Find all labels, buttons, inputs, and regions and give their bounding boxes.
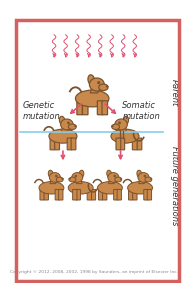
- Text: Parent: Parent: [170, 79, 179, 106]
- Ellipse shape: [69, 177, 76, 182]
- FancyBboxPatch shape: [133, 189, 137, 200]
- Ellipse shape: [68, 124, 76, 130]
- Ellipse shape: [56, 177, 63, 182]
- FancyBboxPatch shape: [71, 138, 76, 150]
- FancyBboxPatch shape: [50, 138, 55, 150]
- Ellipse shape: [137, 170, 142, 178]
- FancyBboxPatch shape: [87, 189, 91, 200]
- FancyBboxPatch shape: [117, 189, 121, 200]
- Ellipse shape: [59, 116, 65, 125]
- Polygon shape: [90, 86, 100, 93]
- FancyBboxPatch shape: [40, 189, 44, 200]
- FancyBboxPatch shape: [114, 189, 118, 200]
- Ellipse shape: [111, 129, 139, 143]
- Ellipse shape: [89, 78, 104, 91]
- Polygon shape: [50, 179, 57, 184]
- FancyBboxPatch shape: [129, 189, 133, 200]
- FancyBboxPatch shape: [98, 189, 103, 200]
- Ellipse shape: [88, 75, 95, 85]
- FancyBboxPatch shape: [120, 138, 125, 150]
- Ellipse shape: [72, 172, 83, 182]
- FancyBboxPatch shape: [132, 138, 137, 150]
- Ellipse shape: [106, 85, 108, 87]
- Ellipse shape: [68, 182, 93, 194]
- Text: Somatic
mutation: Somatic mutation: [122, 101, 160, 121]
- Ellipse shape: [69, 178, 70, 179]
- Ellipse shape: [150, 178, 152, 179]
- FancyBboxPatch shape: [103, 189, 107, 200]
- Circle shape: [55, 175, 57, 177]
- Circle shape: [144, 175, 146, 177]
- Ellipse shape: [115, 119, 127, 130]
- FancyBboxPatch shape: [137, 138, 142, 150]
- Polygon shape: [108, 179, 115, 184]
- FancyBboxPatch shape: [144, 189, 148, 200]
- Text: Copyright © 2012, 2008, 2002, 1998 by Saunders, an imprint of Elsevier Inc.: Copyright © 2012, 2008, 2002, 1998 by Sa…: [10, 270, 178, 274]
- Ellipse shape: [112, 124, 119, 130]
- Ellipse shape: [39, 182, 64, 194]
- Ellipse shape: [128, 182, 153, 194]
- Ellipse shape: [108, 172, 119, 182]
- Text: Genetic
mutation: Genetic mutation: [23, 101, 61, 121]
- Circle shape: [97, 81, 100, 84]
- Ellipse shape: [138, 172, 149, 182]
- Ellipse shape: [98, 182, 122, 194]
- Ellipse shape: [61, 119, 73, 130]
- Ellipse shape: [99, 84, 108, 91]
- Polygon shape: [119, 126, 127, 131]
- Ellipse shape: [145, 177, 152, 182]
- Ellipse shape: [62, 178, 63, 179]
- FancyBboxPatch shape: [73, 189, 77, 200]
- Ellipse shape: [115, 177, 122, 182]
- Ellipse shape: [75, 90, 109, 107]
- FancyBboxPatch shape: [67, 138, 72, 150]
- FancyBboxPatch shape: [91, 189, 96, 200]
- FancyBboxPatch shape: [147, 189, 152, 200]
- Ellipse shape: [74, 125, 76, 127]
- FancyBboxPatch shape: [82, 101, 88, 115]
- Ellipse shape: [49, 172, 60, 182]
- FancyBboxPatch shape: [76, 189, 81, 200]
- Text: Future generations: Future generations: [170, 146, 179, 225]
- FancyBboxPatch shape: [97, 101, 103, 115]
- Polygon shape: [61, 126, 69, 131]
- Ellipse shape: [112, 125, 113, 127]
- Ellipse shape: [123, 116, 129, 125]
- FancyBboxPatch shape: [102, 101, 108, 115]
- FancyBboxPatch shape: [55, 138, 60, 150]
- FancyBboxPatch shape: [77, 101, 82, 115]
- Ellipse shape: [49, 129, 77, 143]
- Circle shape: [118, 122, 121, 124]
- Polygon shape: [139, 179, 146, 184]
- Ellipse shape: [107, 170, 112, 178]
- Ellipse shape: [120, 178, 122, 179]
- FancyBboxPatch shape: [116, 138, 121, 150]
- Circle shape: [75, 175, 77, 177]
- FancyBboxPatch shape: [55, 189, 60, 200]
- Polygon shape: [75, 179, 82, 184]
- Circle shape: [67, 122, 70, 124]
- Ellipse shape: [48, 170, 53, 178]
- FancyBboxPatch shape: [59, 189, 63, 200]
- Circle shape: [114, 175, 116, 177]
- FancyBboxPatch shape: [44, 189, 48, 200]
- Ellipse shape: [79, 170, 84, 178]
